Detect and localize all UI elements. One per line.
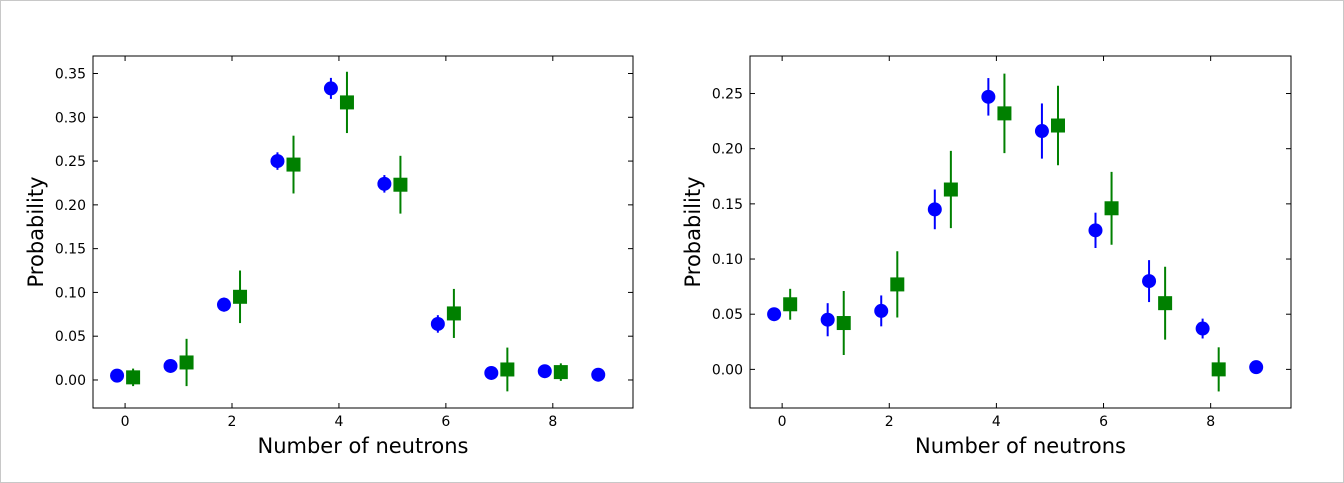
y-tick-label: 0.10 [55, 285, 86, 301]
x-tick-label: 8 [1206, 414, 1215, 430]
y-tick-label: 0.00 [712, 362, 743, 378]
data-point-circle [110, 368, 125, 383]
data-point-circle [1034, 124, 1049, 139]
x-tick-label: 2 [885, 414, 894, 430]
y-tick-label: 0.30 [55, 110, 86, 126]
y-tick-label: 0.05 [55, 329, 86, 345]
data-point-circle [1249, 360, 1264, 375]
x-tick-label: 8 [548, 414, 557, 430]
data-point-square [836, 316, 851, 331]
x-tick-label: 0 [778, 414, 787, 430]
y-tick-label: 0.15 [55, 242, 86, 258]
data-point-circle [591, 367, 606, 382]
x-tick-label: 6 [441, 414, 450, 430]
y-axis-label: Probability [24, 176, 48, 287]
data-point-square [1050, 118, 1065, 133]
data-point-circle [1088, 223, 1103, 238]
y-axis-label: Probability [681, 176, 705, 287]
data-point-square [783, 297, 798, 312]
data-point-square [233, 289, 248, 304]
plot-frame [749, 55, 1292, 409]
data-point-square [339, 95, 354, 110]
data-point-square [446, 306, 461, 321]
y-tick-label: 0.35 [55, 67, 86, 83]
data-point-square [179, 355, 194, 370]
data-point-circle [430, 316, 445, 331]
data-point-circle [1195, 321, 1210, 336]
data-point-circle [270, 154, 285, 169]
data-point-square [1104, 201, 1119, 216]
data-point-square [997, 106, 1012, 121]
data-point-circle [323, 81, 338, 96]
y-tick-label: 0.25 [712, 87, 743, 103]
data-point-circle [820, 312, 835, 327]
series-green-squares [783, 73, 1226, 392]
data-point-circle [981, 89, 996, 104]
x-tick-label: 4 [334, 414, 343, 430]
series-blue-circles [767, 78, 1264, 375]
data-point-circle [163, 358, 178, 373]
y-tick-label: 0.15 [712, 197, 743, 213]
data-point-square [126, 370, 141, 385]
x-tick-label: 4 [992, 414, 1001, 430]
plot-frame [92, 55, 634, 409]
x-axis-label: Number of neutrons [258, 434, 469, 458]
data-point-circle [767, 307, 782, 322]
data-point-circle [484, 365, 499, 380]
data-point-circle [537, 364, 552, 379]
data-point-square [1211, 362, 1226, 377]
y-tick-label: 0.10 [712, 252, 743, 268]
chart-1: 0.00 0.05 0.10 0.15 0.20 0.25 0.30 0.35 0 2 4 6 8 Num… [24, 55, 634, 458]
data-point-circle [874, 303, 889, 318]
data-point-square [1158, 296, 1173, 311]
y-tick-label: 0.00 [55, 373, 86, 389]
x-tick-label: 0 [121, 414, 130, 430]
y-tick-label: 0.25 [55, 154, 86, 170]
data-point-circle [927, 202, 942, 217]
y-tick-label: 0.05 [712, 307, 743, 323]
x-axis-label: Number of neutrons [915, 434, 1126, 458]
data-point-circle [216, 297, 231, 312]
data-point-square [943, 182, 958, 197]
data-point-square [393, 177, 408, 192]
data-point-square [286, 157, 301, 172]
series-blue-circles [110, 77, 606, 383]
data-point-square [553, 365, 568, 380]
y-tick-label: 0.20 [55, 198, 86, 214]
x-tick-label: 2 [228, 414, 237, 430]
series-green-squares [126, 71, 568, 392]
data-point-square [500, 362, 515, 377]
data-point-circle [1142, 274, 1157, 289]
data-point-circle [377, 176, 392, 191]
x-tick-label: 6 [1099, 414, 1108, 430]
chart-2: 0.00 0.05 0.10 0.15 0.20 0.25 0 2 4 6 8 Number of n… [681, 55, 1292, 458]
data-point-square [890, 277, 905, 292]
y-tick-label: 0.20 [712, 142, 743, 158]
